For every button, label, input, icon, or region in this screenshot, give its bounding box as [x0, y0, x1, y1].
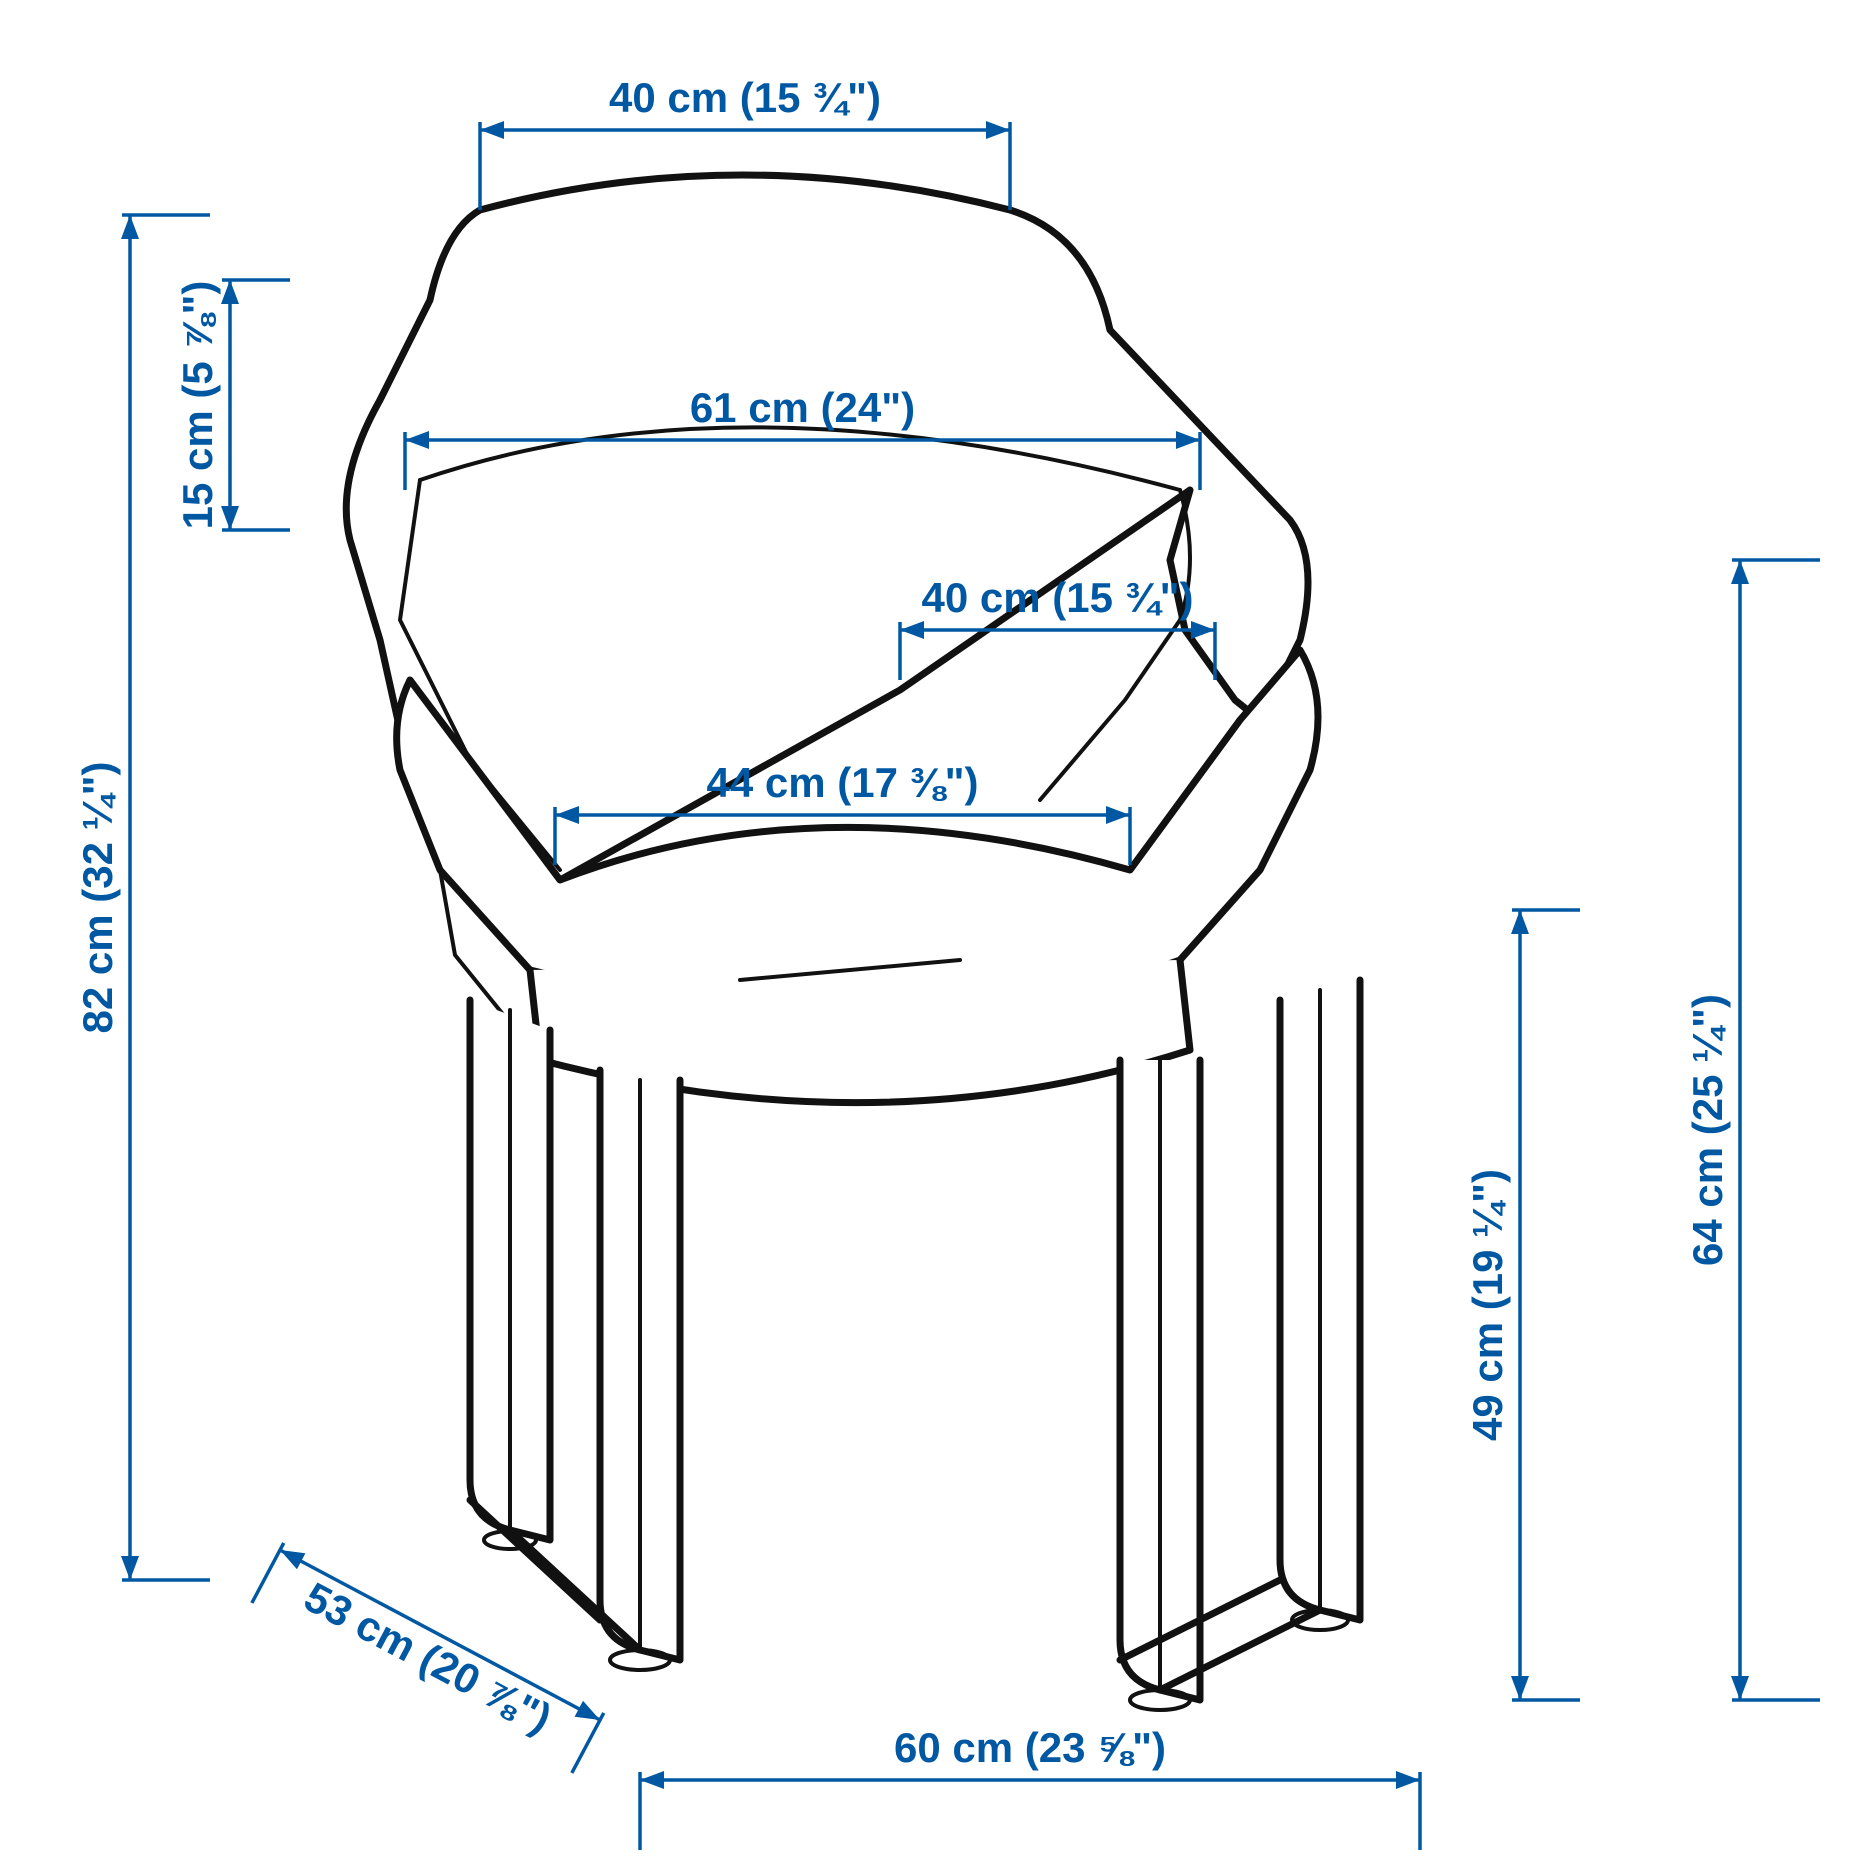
dim-label-base_depth: 53 cm (20 ⅞")	[297, 1573, 559, 1742]
dim-label-arm_height: 64 cm (25 ¼")	[1684, 994, 1731, 1266]
dim-label-inner_width_top: 61 cm (24")	[690, 384, 915, 431]
dim-label-seat_height: 49 cm (19 ¼")	[1464, 1169, 1511, 1441]
dim-label-armrest_height: 15 cm (5 ⅞")	[174, 281, 221, 530]
dim-seat_height: 49 cm (19 ¼")	[1464, 910, 1580, 1700]
dim-armrest_height: 15 cm (5 ⅞")	[174, 280, 290, 530]
dim-label-seat_depth: 40 cm (15 ¾")	[921, 574, 1193, 621]
dim-label-base_width: 60 cm (23 ⅝")	[894, 1724, 1166, 1771]
dim-label-seat_width: 44 cm (17 ⅜")	[706, 759, 978, 806]
dim-label-total_height: 82 cm (32 ¼")	[74, 761, 121, 1033]
dim-base_width: 60 cm (23 ⅝")	[640, 1724, 1420, 1850]
dim-arm_height: 64 cm (25 ¼")	[1684, 560, 1820, 1700]
dim-label-top_width: 40 cm (15 ¾")	[609, 74, 881, 121]
